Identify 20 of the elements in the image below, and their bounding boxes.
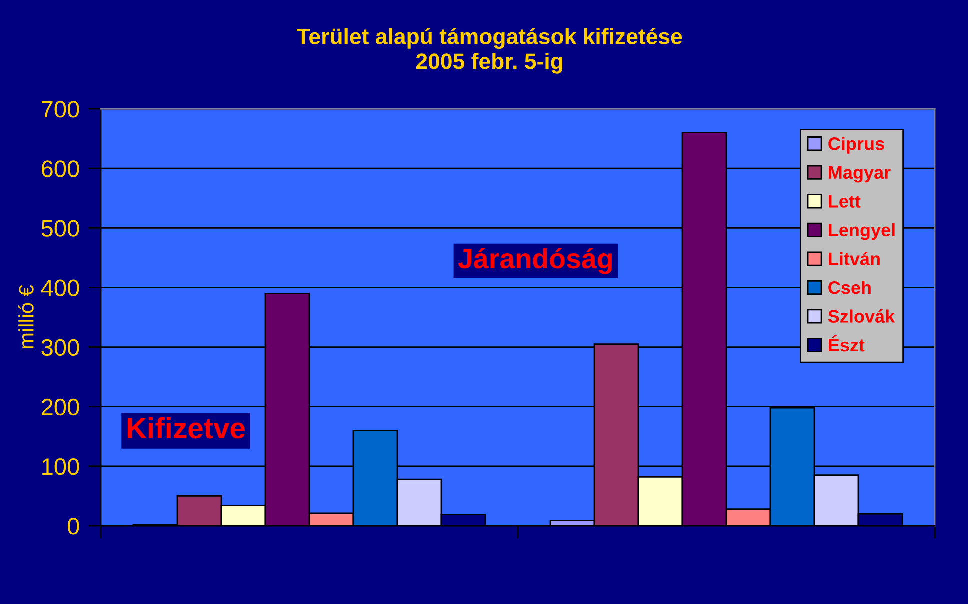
legend-label: Észt [829, 336, 865, 352]
legend-label: Cseh [828, 280, 871, 294]
y-tick-label: 500 [42, 220, 80, 237]
y-tick-label: 700 [42, 101, 80, 118]
legend-label: Magyar [829, 166, 891, 183]
y-tick-label: 200 [42, 398, 80, 416]
annotation: Járandóság [458, 248, 612, 274]
y-tick-label: 300 [42, 339, 80, 356]
annotation: Kifizetve [128, 417, 245, 439]
y-tick-label: 100 [42, 458, 80, 476]
legend-label: Lett [829, 195, 861, 208]
y-axis-title: millió € [18, 285, 34, 349]
legend-label: Ciprus [828, 137, 884, 154]
y-tick-label: 0 [68, 518, 80, 535]
legend-label: Litván [829, 252, 880, 266]
legend-label: Szlovák [828, 310, 896, 323]
y-tick-label: 400 [41, 280, 80, 296]
legend-label: Lengyel [829, 223, 895, 240]
y-tick-label: 600 [42, 160, 80, 178]
chart-title: Terület alapú támogatások kifizetése 2005 febr. 5-ig [297, 28, 682, 74]
